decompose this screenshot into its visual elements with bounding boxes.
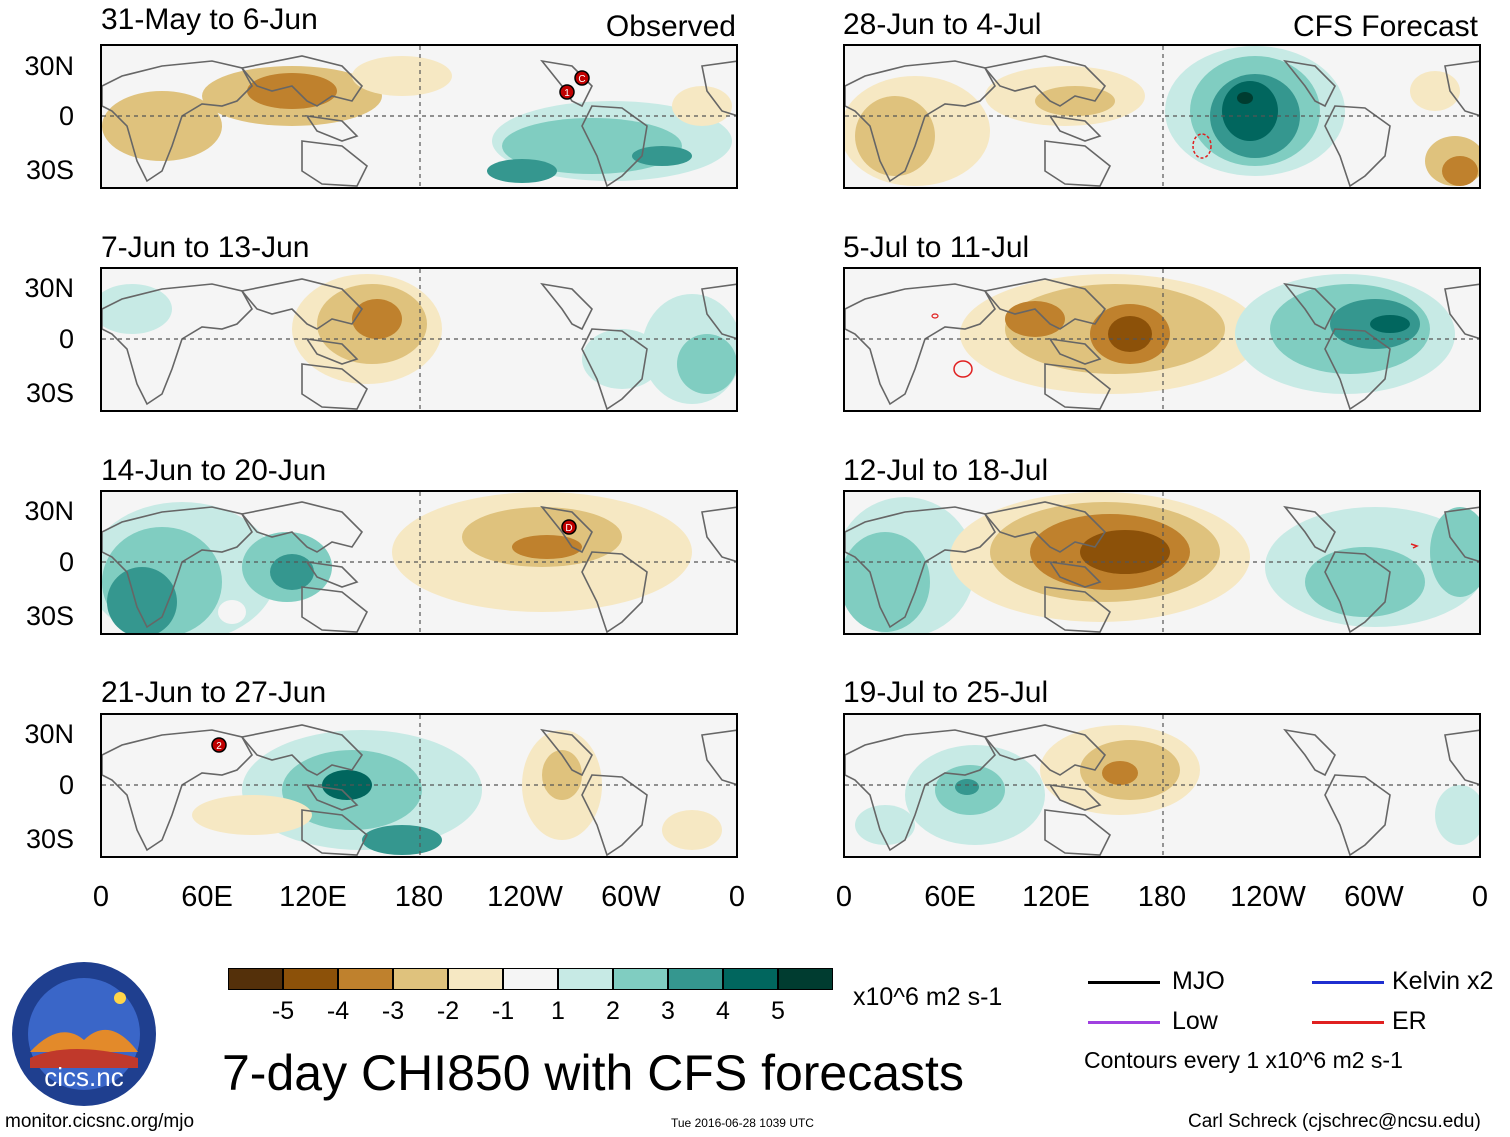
lat-tick-eq: 0	[58, 547, 74, 577]
map-panel-4	[843, 44, 1481, 189]
lon-tick-60w: 60W	[601, 881, 661, 913]
lat-tick-30s: 30S	[25, 824, 74, 854]
lat-tick-eq: 0	[58, 324, 74, 354]
svg-text:D: D	[565, 523, 572, 534]
svg-text:2: 2	[216, 741, 222, 752]
lon-tick-180: 180	[1137, 881, 1187, 913]
map-panel-7	[843, 713, 1481, 858]
forecast-header: CFS Forecast	[1292, 10, 1478, 43]
lat-tick-30n: 30N	[24, 273, 74, 303]
colorbar-swatch-9	[723, 968, 778, 990]
colorbar-swatch-8	[668, 968, 723, 990]
colorbar-swatch-4	[448, 968, 503, 990]
colorbar-swatch-7	[613, 968, 668, 990]
colorbar	[228, 968, 833, 992]
colorbar-tick: -5	[271, 997, 295, 1025]
colorbar-units: x10^6 m2 s-1	[853, 983, 1003, 1011]
lon-tick-60w: 60W	[1344, 881, 1404, 913]
map-panel-3: 2	[100, 713, 738, 858]
lat-tick-30s: 30S	[25, 378, 74, 408]
panel-title-4: 28-Jun to 4-Jul	[843, 8, 1042, 41]
lat-tick-30s: 30S	[25, 601, 74, 631]
storm-marker-1: 1	[559, 84, 575, 100]
legend-label-er: ER	[1392, 1007, 1427, 1035]
colorbar-tick: 5	[771, 997, 785, 1025]
colorbar-swatch-5	[503, 968, 558, 990]
colorbar-tick: 2	[606, 997, 620, 1025]
storm-marker-2: 2	[211, 737, 227, 753]
lon-tick-120w: 120W	[487, 881, 563, 913]
lon-tick-0: 0	[835, 881, 853, 913]
lat-tick-30s: 30S	[25, 155, 74, 185]
legend-line-er	[1312, 1021, 1384, 1024]
colorbar-swatch-10	[778, 968, 833, 990]
panel-title-1: 7-Jun to 13-Jun	[101, 231, 310, 264]
lon-tick-120e: 120E	[279, 881, 347, 913]
lat-tick-30n: 30N	[24, 51, 74, 81]
legend-line-kelvin	[1312, 981, 1384, 984]
lat-tick-30n: 30N	[24, 496, 74, 526]
lon-tick-180: 180	[394, 881, 444, 913]
colorbar-tick: -3	[381, 997, 405, 1025]
figure-title: 7-day CHI850 with CFS forecasts	[222, 1045, 964, 1101]
observed-header: Observed	[605, 10, 736, 43]
lat-tick-eq: 0	[58, 770, 74, 800]
map-panel-1	[100, 267, 738, 412]
map-panel-2: D	[100, 490, 738, 635]
colorbar-swatch-0	[228, 968, 283, 990]
lon-tick-60e: 60E	[181, 881, 233, 913]
storm-marker-d: D	[561, 519, 577, 535]
svg-text:1: 1	[564, 88, 570, 99]
footer-url: monitor.cicsnc.org/mjo	[5, 1111, 195, 1132]
lat-tick-30n: 30N	[24, 719, 74, 749]
footer-author: Carl Schreck (cjschrec@ncsu.edu)	[1188, 1111, 1481, 1132]
legend-label-kelvin: Kelvin x2	[1392, 967, 1494, 995]
legend-label-mjo: MJO	[1172, 967, 1225, 995]
colorbar-tick: -1	[491, 997, 515, 1025]
legend-label-low: Low	[1172, 1007, 1218, 1035]
panel-title-5: 5-Jul to 11-Jul	[843, 231, 1030, 264]
panel-title-0: 31-May to 6-Jun	[101, 3, 318, 36]
legend-line-low	[1088, 1021, 1160, 1024]
lon-tick-0-end: 0	[1471, 881, 1489, 913]
colorbar-swatch-3	[393, 968, 448, 990]
colorbar-tick: 1	[551, 997, 565, 1025]
svg-text:cics.nc: cics.nc	[44, 1062, 123, 1092]
panel-title-7: 19-Jul to 25-Jul	[843, 676, 1049, 709]
legend-line-mjo	[1088, 981, 1160, 984]
lon-tick-0: 0	[92, 881, 110, 913]
colorbar-swatch-1	[283, 968, 338, 990]
panel-title-2: 14-Jun to 20-Jun	[101, 454, 327, 487]
svg-text:C: C	[578, 74, 585, 85]
lon-tick-0-end: 0	[728, 881, 746, 913]
colorbar-swatch-6	[558, 968, 613, 990]
colorbar-tick: -4	[326, 997, 350, 1025]
contour-note: Contours every 1 x10^6 m2 s-1	[1084, 1047, 1403, 1073]
footer-timestamp: Tue 2016-06-28 1039 UTC	[671, 1116, 814, 1130]
colorbar-tick: -2	[436, 997, 460, 1025]
lon-tick-120w: 120W	[1230, 881, 1306, 913]
storm-marker-c: C	[574, 70, 590, 86]
colorbar-tick: 4	[716, 997, 730, 1025]
panel-title-6: 12-Jul to 18-Jul	[843, 454, 1049, 487]
map-panel-6	[843, 490, 1481, 635]
map-panel-5	[843, 267, 1481, 412]
cics-logo: cics.nc	[10, 960, 158, 1108]
lon-tick-60e: 60E	[924, 881, 976, 913]
colorbar-swatch-2	[338, 968, 393, 990]
lat-tick-eq: 0	[58, 101, 74, 131]
map-panel-0: 1 C	[100, 44, 738, 189]
lon-tick-120e: 120E	[1022, 881, 1090, 913]
panel-title-3: 21-Jun to 27-Jun	[101, 676, 327, 709]
colorbar-tick: 3	[661, 997, 675, 1025]
